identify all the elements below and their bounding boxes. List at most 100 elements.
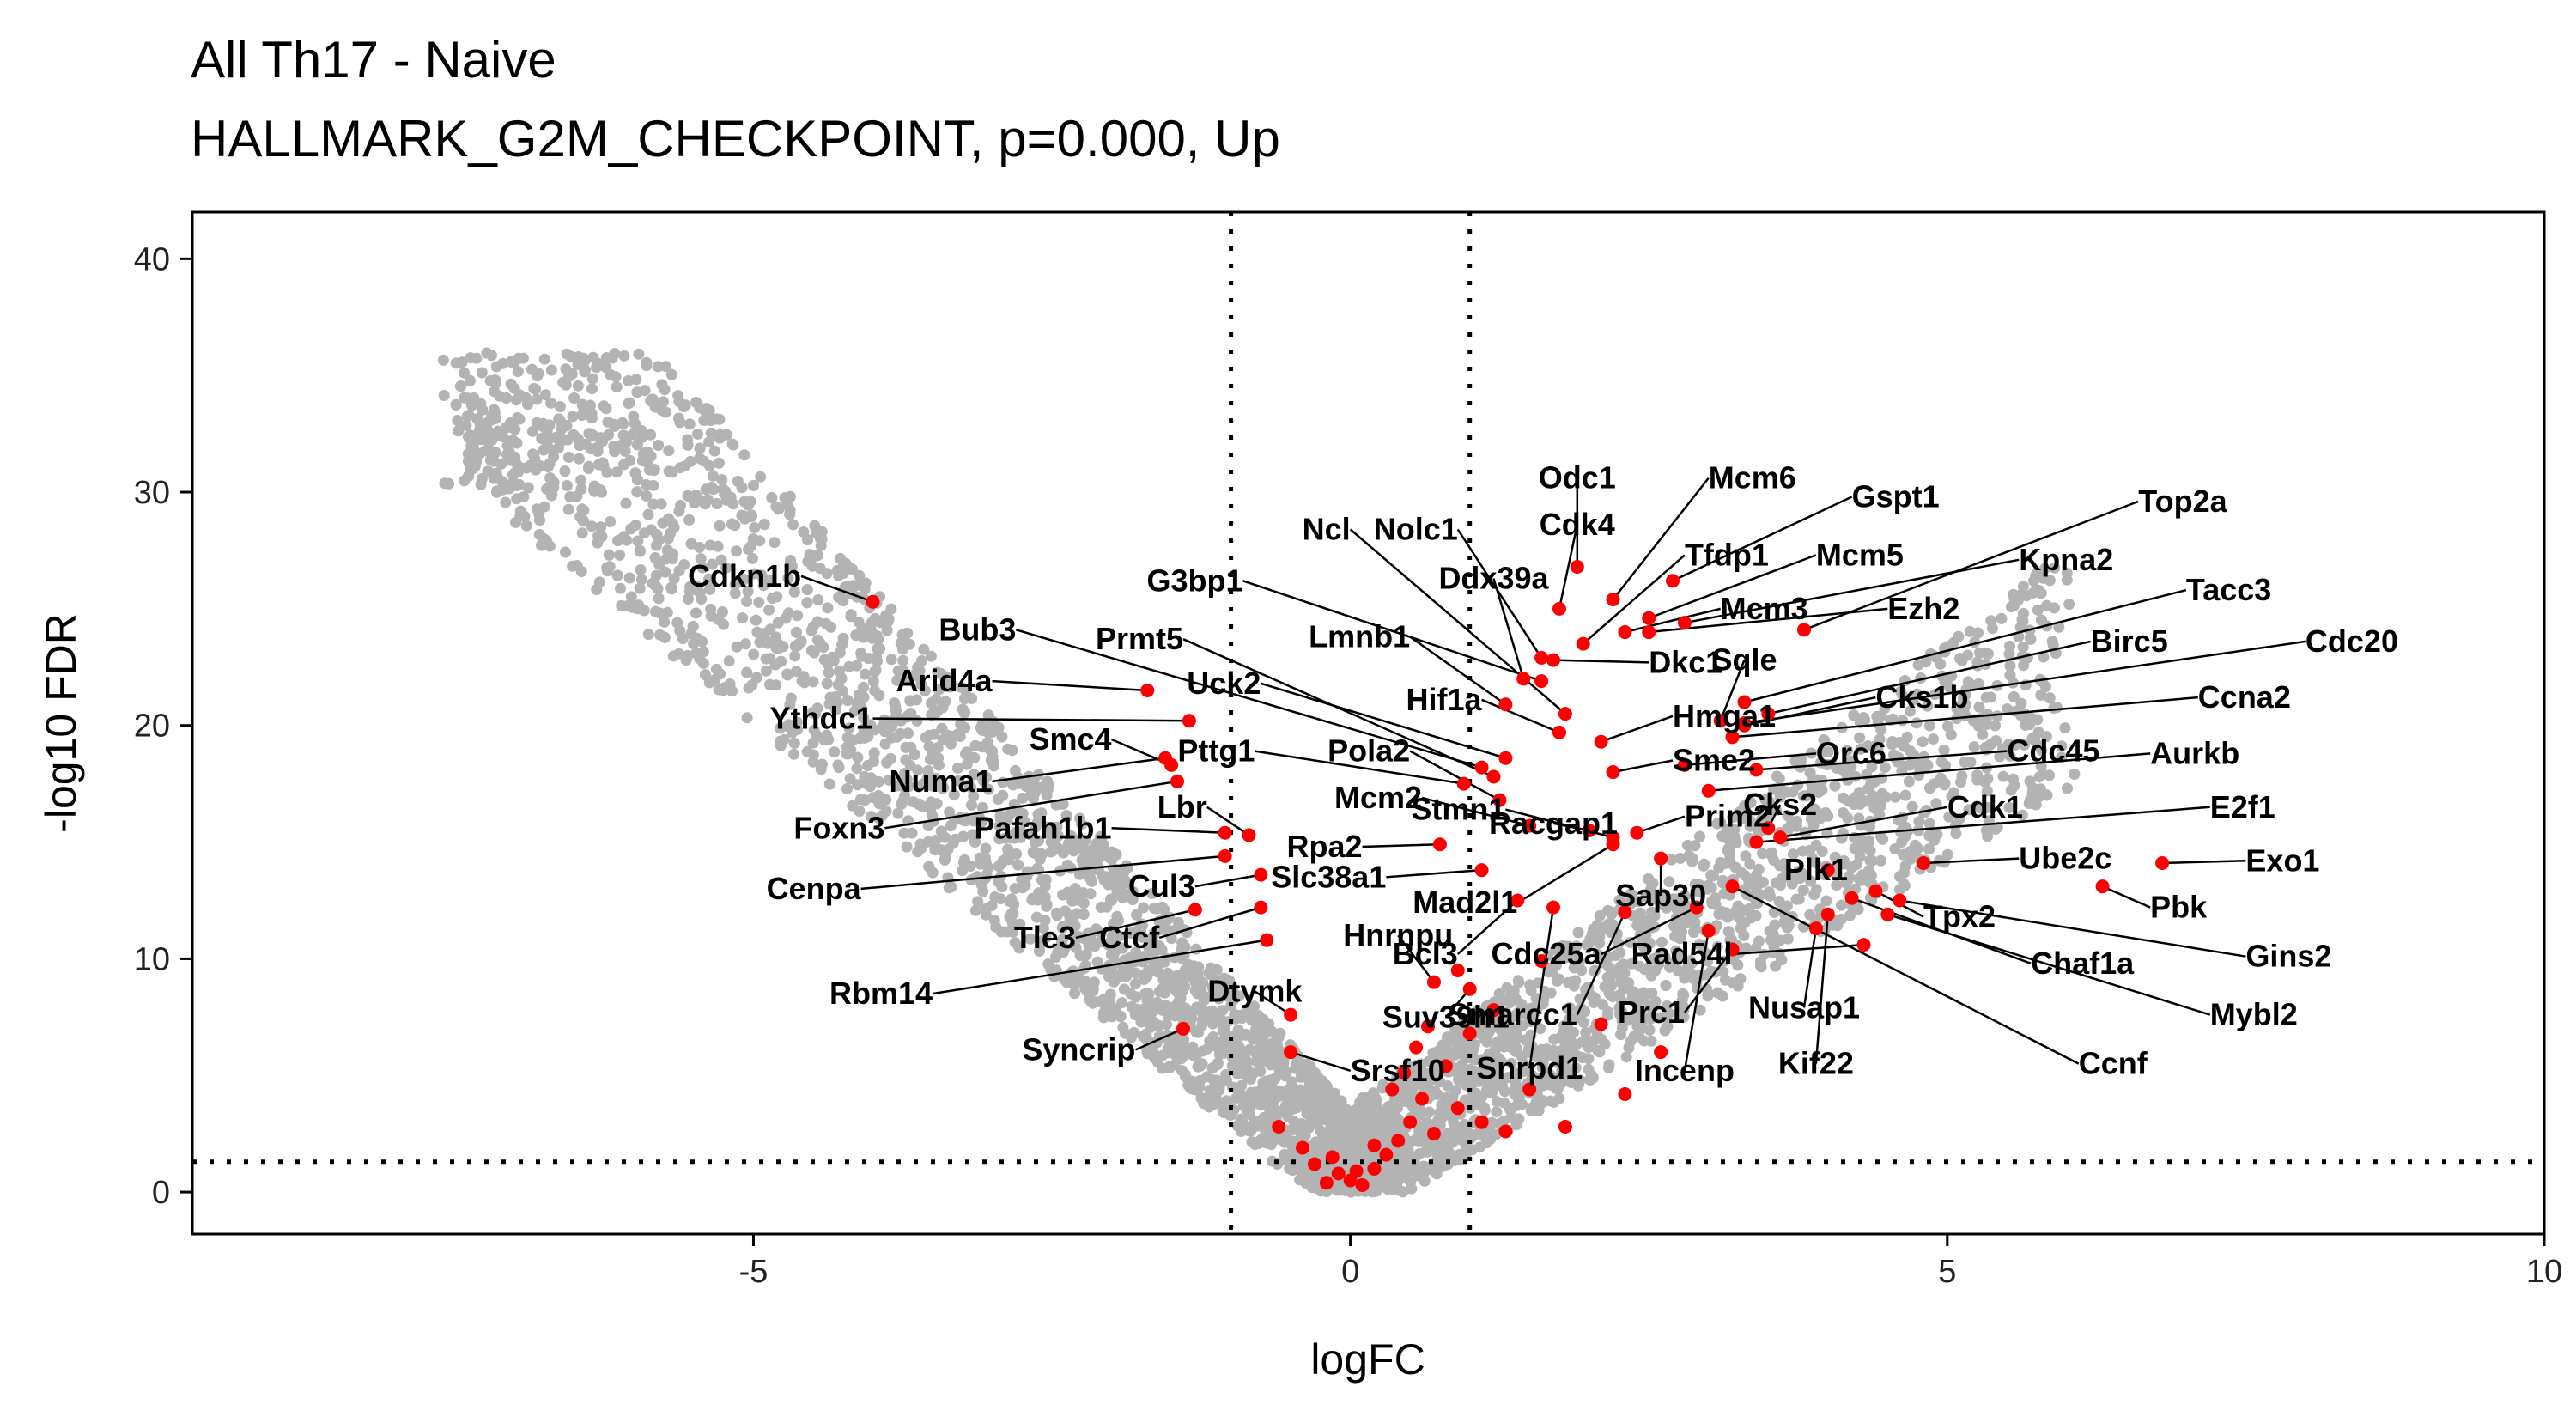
gene-point	[889, 697, 901, 709]
gene-point	[968, 790, 980, 802]
gene-point	[561, 479, 573, 491]
gene-point	[741, 595, 753, 607]
gene-point	[1146, 1019, 1158, 1031]
gene-point	[2004, 750, 2016, 762]
gene-point	[1756, 848, 1768, 860]
gene-point	[898, 634, 910, 646]
gene-point	[1588, 923, 1600, 935]
gene-point	[825, 621, 837, 633]
gene-point	[901, 841, 913, 853]
gene-point	[512, 366, 524, 378]
gene-point	[616, 533, 628, 545]
gene-point	[708, 445, 720, 457]
gene-point	[1257, 1013, 1269, 1025]
gene-point	[591, 362, 603, 374]
gene-point	[636, 431, 648, 443]
gene-point	[754, 636, 766, 648]
gene-point	[1928, 733, 1940, 745]
gene-point	[823, 778, 835, 790]
gene-point	[1578, 1017, 1589, 1029]
gene-point	[500, 496, 512, 508]
gene-point	[576, 527, 588, 539]
gene-point	[720, 485, 732, 497]
gene-point	[630, 374, 642, 386]
gene-point	[1328, 1089, 1340, 1101]
gene-point	[904, 759, 916, 771]
gene-point	[865, 624, 877, 636]
gene-point	[1866, 854, 1878, 867]
gene-point	[1243, 1108, 1255, 1120]
gene-point	[1214, 1037, 1226, 1049]
gene-point	[667, 548, 679, 560]
gene-point	[960, 748, 972, 760]
gene-point	[2049, 562, 2061, 574]
gene-point	[713, 457, 725, 469]
gene-point	[1854, 792, 1866, 804]
gene-point	[857, 631, 869, 643]
gene-point	[531, 393, 543, 405]
gene-point	[782, 572, 794, 584]
gene-point	[1719, 974, 1731, 986]
gene-point	[1594, 909, 1606, 921]
gene-point	[2017, 581, 2029, 593]
gene-point	[632, 535, 644, 547]
gene-point	[1945, 729, 1957, 741]
gene-point	[1867, 790, 1879, 802]
gene-point	[575, 474, 587, 486]
gene-point	[881, 624, 893, 636]
gene-point	[867, 675, 879, 687]
gene-point	[821, 678, 833, 690]
gene-point	[635, 574, 647, 586]
gene-point	[659, 631, 671, 643]
gene-point	[497, 357, 509, 369]
gene-point	[1829, 780, 1841, 792]
gene-point	[475, 478, 487, 490]
gene-point	[530, 383, 541, 395]
gene-point	[1610, 950, 1622, 961]
gene-point	[615, 582, 626, 594]
gene-point	[2027, 782, 2039, 794]
gene-point	[814, 637, 826, 648]
gene-point	[1511, 1116, 1523, 1128]
gene-point	[1448, 1117, 1460, 1129]
gene-point	[772, 617, 784, 629]
gene-point	[1899, 789, 1911, 801]
gene-point	[651, 529, 663, 540]
gene-point	[758, 519, 770, 531]
gene-point	[1069, 988, 1080, 1000]
gene-point	[672, 390, 684, 402]
gene-point	[1820, 895, 1832, 907]
gene-point	[1971, 627, 1984, 639]
gene-point	[1874, 800, 1886, 812]
gene-point	[685, 538, 697, 550]
gene-point	[601, 466, 613, 478]
gene-point	[1403, 1091, 1415, 1103]
gene-point	[501, 422, 513, 434]
gene-point	[469, 460, 481, 472]
gene-point	[1838, 807, 1850, 818]
gene-point	[574, 453, 585, 465]
gene-point	[804, 549, 816, 561]
gene-point	[811, 616, 823, 628]
gene-point	[1854, 850, 1866, 862]
gene-point	[925, 796, 937, 808]
gene-point	[976, 741, 988, 753]
gene-point	[1645, 1035, 1657, 1047]
gene-point	[1017, 882, 1029, 894]
gene-point	[631, 486, 643, 498]
gene-point	[748, 479, 759, 491]
gene-point	[661, 606, 673, 618]
gene-point	[2020, 719, 2032, 731]
gene-point	[969, 751, 981, 763]
gene-point	[2036, 614, 2047, 626]
gene-point	[1139, 988, 1151, 1000]
gene-point	[593, 576, 605, 588]
gene-point	[567, 411, 579, 423]
gene-point	[682, 439, 694, 451]
gene-point	[851, 763, 863, 775]
gene-point	[930, 835, 942, 847]
gene-point	[1007, 926, 1019, 938]
gene-point	[2019, 739, 2030, 751]
gene-point	[908, 749, 920, 761]
